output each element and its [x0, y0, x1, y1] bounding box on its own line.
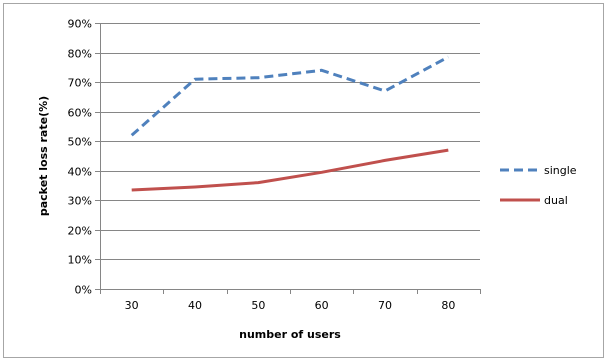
gridlines — [100, 23, 480, 260]
series-layer — [130, 55, 450, 192]
y-axis-title: packet loss rate(%) — [37, 96, 50, 216]
x-tick-label: 40 — [188, 299, 202, 312]
legend-label-single: single — [544, 164, 577, 177]
series-line-dual — [131, 148, 449, 192]
x-tick-label: 70 — [378, 299, 392, 312]
y-tick-label: 70% — [68, 77, 92, 90]
y-tick-label: 50% — [68, 136, 92, 149]
y-tick-label: 40% — [68, 166, 92, 179]
x-tick-label: 50 — [251, 299, 265, 312]
y-tick-label: 90% — [68, 18, 92, 31]
x-tick-label: 80 — [441, 299, 455, 312]
y-tick-label: 10% — [68, 254, 92, 267]
chart-frame — [3, 3, 604, 358]
axes — [100, 23, 480, 290]
x-tick-label: 30 — [125, 299, 139, 312]
series-line-single — [130, 55, 450, 137]
legend-label-dual: dual — [544, 194, 568, 207]
x-tick-label: 60 — [315, 299, 329, 312]
y-tick-label: 30% — [68, 195, 92, 208]
y-tick-label: 80% — [68, 48, 92, 61]
y-tick-label: 0% — [75, 284, 92, 297]
legend: single dual — [500, 164, 577, 207]
y-tick-label: 20% — [68, 225, 92, 238]
y-tick-label: 60% — [68, 107, 92, 120]
y-axis-ticks: 0% 10% 20% 30% 40% 50% 60% 70% 80% 90% — [68, 18, 100, 297]
x-axis-ticks: 30 40 50 60 70 80 — [100, 289, 481, 312]
x-axis-title: number of users — [239, 328, 341, 341]
